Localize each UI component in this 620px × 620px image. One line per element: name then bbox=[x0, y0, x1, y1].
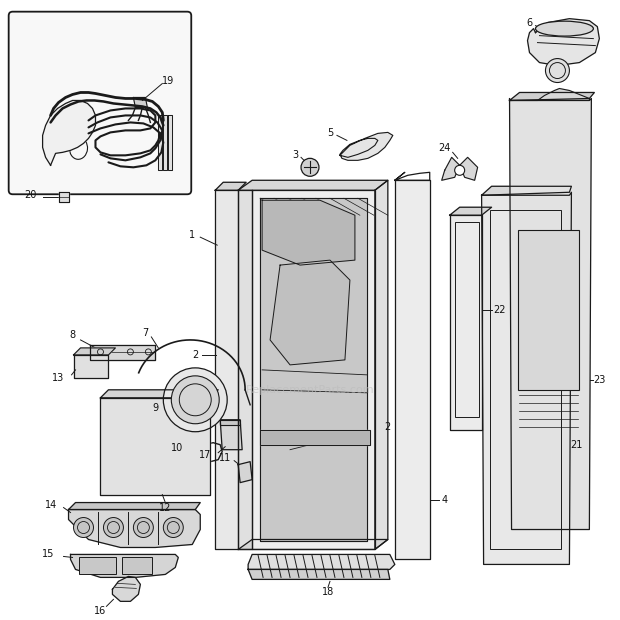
Text: 13: 13 bbox=[53, 373, 64, 383]
Text: 14: 14 bbox=[45, 500, 56, 510]
Text: 21: 21 bbox=[570, 440, 583, 450]
Polygon shape bbox=[395, 172, 405, 180]
Polygon shape bbox=[395, 180, 430, 559]
Polygon shape bbox=[450, 207, 492, 215]
Circle shape bbox=[133, 518, 153, 538]
Polygon shape bbox=[71, 554, 179, 577]
Text: 24: 24 bbox=[438, 143, 451, 153]
Polygon shape bbox=[238, 539, 388, 549]
Polygon shape bbox=[238, 180, 388, 190]
Text: 15: 15 bbox=[42, 549, 55, 559]
Polygon shape bbox=[58, 192, 69, 202]
Polygon shape bbox=[340, 133, 393, 161]
Bar bbox=[79, 557, 117, 574]
Polygon shape bbox=[100, 390, 218, 398]
FancyBboxPatch shape bbox=[9, 12, 191, 194]
Polygon shape bbox=[270, 260, 350, 365]
Polygon shape bbox=[74, 348, 115, 355]
Text: 16: 16 bbox=[94, 606, 107, 616]
Circle shape bbox=[171, 376, 219, 423]
Text: 2: 2 bbox=[384, 422, 391, 432]
Text: 6: 6 bbox=[526, 17, 533, 28]
Polygon shape bbox=[252, 190, 375, 549]
Polygon shape bbox=[459, 157, 477, 180]
Text: 5: 5 bbox=[327, 128, 333, 138]
Polygon shape bbox=[510, 89, 590, 100]
Text: 3: 3 bbox=[292, 150, 298, 161]
Polygon shape bbox=[163, 115, 167, 170]
Text: 8: 8 bbox=[69, 330, 76, 340]
Polygon shape bbox=[482, 186, 572, 195]
Bar bbox=[490, 210, 562, 549]
Polygon shape bbox=[260, 198, 367, 541]
Polygon shape bbox=[69, 503, 200, 510]
Circle shape bbox=[74, 518, 94, 538]
Circle shape bbox=[163, 518, 184, 538]
Bar bbox=[454, 222, 479, 417]
Polygon shape bbox=[100, 398, 210, 495]
Polygon shape bbox=[450, 215, 482, 430]
Text: 7: 7 bbox=[142, 328, 149, 338]
Text: 19: 19 bbox=[162, 76, 174, 86]
Text: 12: 12 bbox=[159, 503, 172, 513]
Circle shape bbox=[546, 58, 569, 82]
Polygon shape bbox=[482, 192, 572, 564]
Polygon shape bbox=[375, 180, 388, 549]
Polygon shape bbox=[215, 190, 238, 549]
Polygon shape bbox=[248, 569, 390, 580]
Polygon shape bbox=[220, 420, 242, 449]
Circle shape bbox=[454, 166, 464, 175]
Polygon shape bbox=[441, 157, 459, 180]
Text: 23: 23 bbox=[593, 375, 606, 385]
Polygon shape bbox=[238, 462, 252, 482]
Text: 10: 10 bbox=[171, 443, 184, 453]
Polygon shape bbox=[528, 19, 600, 66]
Text: 1: 1 bbox=[189, 230, 195, 240]
Polygon shape bbox=[510, 92, 595, 100]
Polygon shape bbox=[168, 115, 172, 170]
Polygon shape bbox=[260, 430, 370, 445]
Bar bbox=[518, 230, 580, 390]
Polygon shape bbox=[91, 345, 156, 360]
Polygon shape bbox=[215, 182, 246, 190]
Polygon shape bbox=[238, 190, 252, 549]
Polygon shape bbox=[43, 100, 95, 166]
Text: 17: 17 bbox=[199, 450, 211, 459]
Polygon shape bbox=[158, 115, 162, 170]
Polygon shape bbox=[262, 200, 355, 265]
Text: 22: 22 bbox=[494, 305, 506, 315]
Polygon shape bbox=[220, 420, 240, 425]
Text: 18: 18 bbox=[322, 587, 334, 597]
Text: 2: 2 bbox=[192, 350, 198, 360]
Text: ReplacementParts.com: ReplacementParts.com bbox=[246, 385, 374, 395]
Ellipse shape bbox=[536, 21, 593, 36]
Circle shape bbox=[301, 158, 319, 176]
Polygon shape bbox=[74, 355, 108, 378]
Text: 11: 11 bbox=[219, 453, 231, 463]
Text: 4: 4 bbox=[441, 495, 448, 505]
Polygon shape bbox=[248, 554, 395, 569]
Polygon shape bbox=[133, 97, 148, 107]
Text: 9: 9 bbox=[153, 403, 158, 413]
Polygon shape bbox=[510, 99, 591, 529]
Circle shape bbox=[163, 368, 227, 432]
Polygon shape bbox=[112, 577, 140, 601]
Bar bbox=[122, 557, 153, 574]
Text: 20: 20 bbox=[24, 190, 37, 200]
Circle shape bbox=[104, 518, 123, 538]
Polygon shape bbox=[69, 510, 200, 547]
